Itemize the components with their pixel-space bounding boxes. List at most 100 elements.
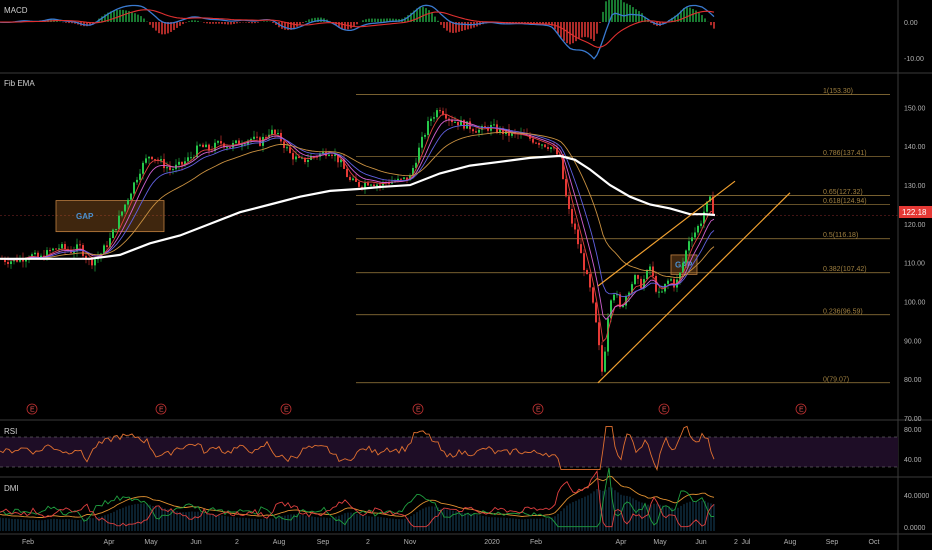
macd-signal-line <box>0 9 715 48</box>
candle-body-197 <box>592 287 594 303</box>
candle-body-112 <box>337 154 339 163</box>
time-label-5: Aug <box>273 539 286 546</box>
candle-body-65 <box>196 145 198 158</box>
fib-label-2: 0.65(127.32) <box>823 189 863 196</box>
candle-body-101 <box>304 157 306 163</box>
candle-body-107 <box>322 151 324 154</box>
candle-body-147 <box>442 110 444 115</box>
candle-body-61 <box>184 161 186 165</box>
candle-body-80 <box>241 144 243 146</box>
fib-label-1: 0.786(137.41) <box>823 150 867 157</box>
candle-body-129 <box>388 183 390 185</box>
candle-body-26 <box>79 244 81 246</box>
candle-body-211 <box>634 275 636 285</box>
candle-body-210 <box>631 284 633 293</box>
candle-body-51 <box>154 159 156 161</box>
candle-body-213 <box>640 278 642 289</box>
candle-body-41 <box>124 204 126 212</box>
time-label-1: Apr <box>104 539 116 546</box>
candle-body-53 <box>160 159 162 161</box>
time-label-18: Oct <box>869 539 880 546</box>
candle-body-177 <box>532 138 534 143</box>
time-label-6: Sep <box>317 539 330 546</box>
last-price-text: 122.18 <box>902 208 927 217</box>
candle-body-181 <box>544 144 546 148</box>
time-label-16: Aug <box>784 539 797 546</box>
candle-body-178 <box>535 142 537 144</box>
candle-body-66 <box>199 144 201 146</box>
candle-body-1 <box>4 259 6 262</box>
candle-body-212 <box>637 275 639 279</box>
dmi-tick-1: 0.0000 <box>904 525 926 532</box>
candle-body-234 <box>703 211 705 224</box>
candle-body-2 <box>7 261 9 264</box>
candle-body-184 <box>553 147 555 149</box>
candle-body-116 <box>349 176 351 181</box>
candle-body-137 <box>412 168 414 176</box>
candle-body-201 <box>604 351 606 372</box>
candle-body-60 <box>181 161 183 165</box>
candle-body-190 <box>571 208 573 224</box>
candle-body-21 <box>64 244 66 250</box>
candle-body-115 <box>346 168 348 177</box>
candle-body-19 <box>58 248 60 250</box>
candle-body-154 <box>463 120 465 129</box>
candle-body-237 <box>712 196 714 215</box>
candle-body-38 <box>115 229 117 231</box>
candle-body-198 <box>595 302 597 323</box>
candle-body-132 <box>397 178 399 182</box>
candle-body-196 <box>589 274 591 288</box>
candle-body-141 <box>424 134 426 137</box>
candle-body-155 <box>466 121 468 129</box>
candle-body-235 <box>706 201 708 212</box>
candle-body-43 <box>130 193 132 200</box>
earnings-label-6: E <box>799 407 804 414</box>
time-label-8: Nov <box>404 539 417 546</box>
candle-body-188 <box>565 178 567 197</box>
candle-body-207 <box>622 305 624 308</box>
candle-body-195 <box>586 270 588 275</box>
candle-body-216 <box>649 266 651 270</box>
price-pane: 1(153.30) 0.786(137.41) 0.65(127.32) 0.618(… <box>0 88 898 415</box>
dmi-pane <box>0 467 715 531</box>
rsi-band <box>0 437 898 467</box>
candle-body-227 <box>682 262 684 273</box>
candle-body-95 <box>286 147 288 149</box>
candle-body-199 <box>598 322 600 346</box>
candle-body-144 <box>433 117 435 119</box>
price-tick-7: 80.00 <box>904 377 922 384</box>
candle-body-24 <box>73 251 75 253</box>
candle-body-57 <box>172 169 174 171</box>
trendline-0 <box>597 192 791 384</box>
candle-body-98 <box>295 156 297 160</box>
time-label-0: Feb <box>22 539 34 546</box>
trendline-1 <box>597 180 736 287</box>
earnings-marker-3 <box>412 403 424 415</box>
candle-body-45 <box>136 179 138 183</box>
candle-body-125 <box>376 184 378 187</box>
candle-body-49 <box>148 156 150 159</box>
candle-body-92 <box>277 132 279 134</box>
candle-body-192 <box>577 229 579 245</box>
candle-body-157 <box>472 129 474 132</box>
candle-body-158 <box>475 131 477 133</box>
time-axis: Feb Apr May Jun 2 Aug Sep 2 Nov 2020 Feb Apr May Jun 2… <box>22 539 880 546</box>
candle-body-193 <box>580 244 582 254</box>
earnings-label-5: E <box>662 407 667 414</box>
candle-body-104 <box>313 156 315 158</box>
candle-body-118 <box>355 178 357 182</box>
candle-body-109 <box>328 154 330 156</box>
candle-body-85 <box>256 136 258 138</box>
candle-body-200 <box>601 345 603 372</box>
last-price-tag <box>899 206 932 218</box>
ema-fast-3 <box>0 131 715 279</box>
earnings-label-4: E <box>536 407 541 414</box>
candle-body-28 <box>85 255 87 259</box>
gap-box-1 <box>55 200 165 233</box>
macd-pane-title: MACD <box>4 6 28 15</box>
candle-body-25 <box>76 244 78 252</box>
candle-body-203 <box>610 300 612 319</box>
macd-pane <box>0 0 715 60</box>
candle-body-166 <box>499 128 501 133</box>
